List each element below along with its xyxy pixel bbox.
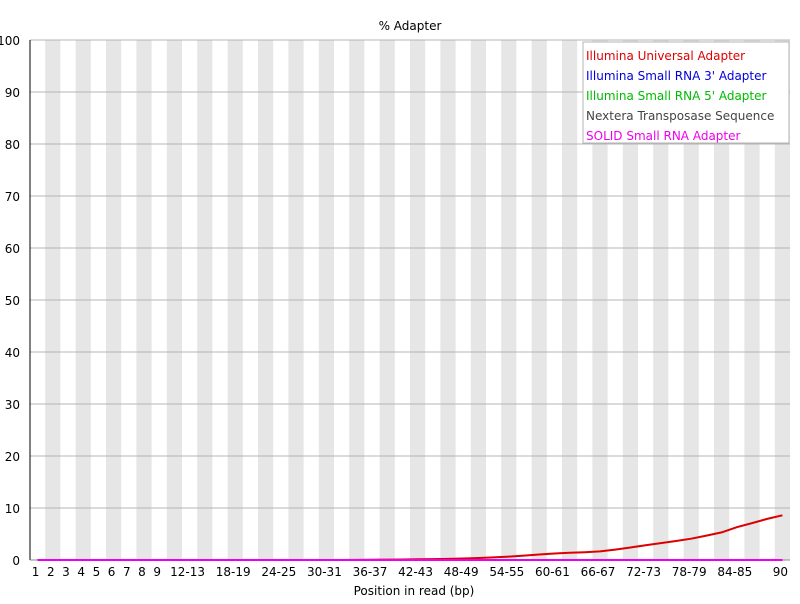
legend-entry: Illumina Small RNA 5' Adapter xyxy=(586,89,767,103)
legend-entry: Illumina Universal Adapter xyxy=(586,49,745,63)
x-tick-label: 9 xyxy=(153,565,161,579)
y-tick-label: 40 xyxy=(5,346,20,360)
x-tick-label: 2 xyxy=(47,565,55,579)
x-tick-label: 18-19 xyxy=(216,565,251,579)
x-tick-label: 5 xyxy=(93,565,101,579)
legend-entry: Illumina Small RNA 3' Adapter xyxy=(586,69,767,83)
x-tick-label: 7 xyxy=(123,565,131,579)
y-tick-label: 0 xyxy=(12,554,20,568)
y-tick-label: 100 xyxy=(0,34,20,48)
x-axis-label: Position in read (bp) xyxy=(354,584,475,598)
chart-title: % Adapter xyxy=(379,19,442,33)
x-tick-label: 90 xyxy=(773,565,788,579)
x-tick-label: 3 xyxy=(62,565,70,579)
y-tick-label: 90 xyxy=(5,86,20,100)
legend-entry: Nextera Transposase Sequence xyxy=(586,109,774,123)
x-tick-label: 24-25 xyxy=(261,565,296,579)
x-tick-label: 84-85 xyxy=(717,565,752,579)
x-tick-label: 36-37 xyxy=(353,565,388,579)
y-tick-label: 70 xyxy=(5,190,20,204)
x-tick-label: 6 xyxy=(108,565,116,579)
x-tick-label: 66-67 xyxy=(581,565,616,579)
y-tick-label: 10 xyxy=(5,502,20,516)
x-tick-label: 78-79 xyxy=(672,565,707,579)
x-tick-label: 8 xyxy=(138,565,146,579)
legend: Illumina Universal Adapter Illumina Small… xyxy=(582,41,790,144)
legend-box xyxy=(582,41,790,144)
y-tick-label: 60 xyxy=(5,242,20,256)
y-tick-label: 20 xyxy=(5,450,20,464)
x-tick-label: 42-43 xyxy=(398,565,433,579)
legend-entry: SOLID Small RNA Adapter xyxy=(586,129,740,143)
x-tick-label: 30-31 xyxy=(307,565,342,579)
x-tick-label: 54-55 xyxy=(489,565,524,579)
x-tick-label: 48-49 xyxy=(444,565,479,579)
series-lines xyxy=(37,514,783,561)
x-tick-label: 12-13 xyxy=(170,565,205,579)
x-tick-label: 72-73 xyxy=(626,565,661,579)
y-tick-label: 80 xyxy=(5,138,20,152)
x-tick-label: 1 xyxy=(32,565,40,579)
gridlines xyxy=(30,39,790,561)
x-tick-label: 4 xyxy=(77,565,85,579)
x-tick-label: 60-61 xyxy=(535,565,570,579)
y-tick-label: 30 xyxy=(5,398,20,412)
y-tick-label: 50 xyxy=(5,294,20,308)
